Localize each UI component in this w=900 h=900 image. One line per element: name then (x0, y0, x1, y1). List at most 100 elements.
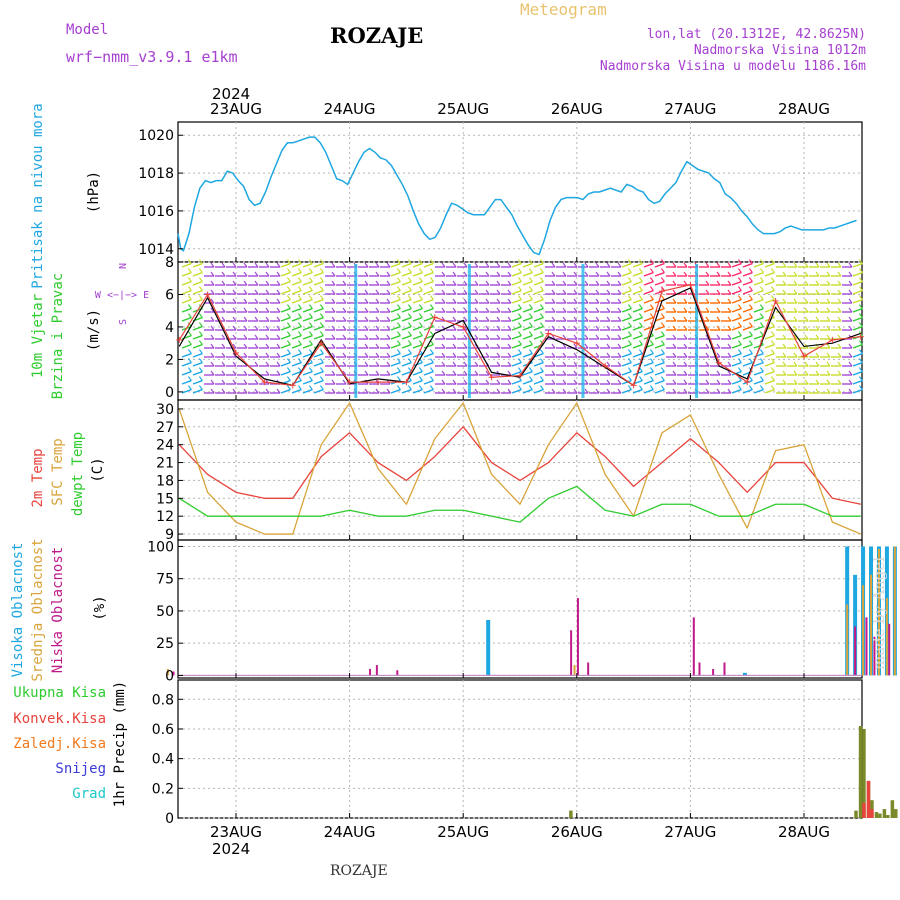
wind-barb (412, 280, 423, 286)
wind-barb-flag (342, 361, 347, 367)
wind-barb (522, 307, 533, 313)
wind-barb-flag (858, 304, 863, 309)
precip-bar (870, 809, 874, 818)
wind-barb-flag (396, 259, 401, 264)
wind-barb-flag (198, 340, 203, 345)
wind-barb-flag (364, 388, 369, 394)
wind-barb-flag (386, 370, 391, 376)
wind-barb-flag (837, 334, 842, 340)
wind-barb-flag (496, 298, 501, 304)
cloud-bar (885, 598, 888, 676)
wind-barb-flag (595, 370, 600, 376)
wind-barb-flag (375, 271, 380, 277)
wind-barb-flag (474, 352, 479, 358)
wind-barb-flag (638, 259, 643, 264)
wind-barb-flag (826, 343, 831, 349)
wind-barb-flag (826, 379, 831, 385)
wind-barb-flag (727, 298, 732, 304)
wind-barb-flag (418, 331, 423, 336)
wind-barb (390, 271, 401, 277)
wind-barb (632, 388, 643, 394)
wind-barb-flag (562, 262, 567, 268)
wind-barb (412, 316, 423, 322)
wind-barb-flag (804, 289, 809, 295)
wind-barb-flag (804, 379, 809, 385)
wind-barb-flag (308, 376, 313, 381)
wind-barb-flag (265, 280, 270, 286)
wind-barb-flag (584, 388, 589, 394)
wind-barb-flag (375, 307, 380, 313)
wind-barb-flag (837, 379, 842, 385)
wind-barb (753, 361, 764, 367)
wind-barb-flag (265, 334, 270, 340)
wind-barb-flag (187, 385, 192, 390)
wind-barb-flag (539, 268, 544, 273)
wind-barb-flag (595, 379, 600, 385)
wind-barb-flag (573, 370, 578, 376)
wind-barb-flag (407, 349, 412, 354)
wind-barb-flag (606, 280, 611, 286)
wind-barb (511, 379, 522, 385)
wind-barb (731, 316, 742, 322)
wind-barb-flag (562, 280, 567, 286)
y-tick-label: 4 (165, 320, 174, 336)
model-altitude-label: Nadmorska Visina u modelu 1186.16m (600, 59, 866, 74)
wind-barb-flag (386, 298, 391, 304)
wind-barb-flag (429, 331, 434, 336)
wind-barb-flag (452, 307, 457, 313)
wind-barb-flag (627, 349, 632, 354)
wind-barb (753, 343, 764, 349)
y-tick-label: 27 (156, 420, 174, 436)
wind-barb (621, 271, 632, 277)
wind-barb-flag (705, 325, 710, 331)
wind-barb-flag (286, 268, 291, 273)
wind-barb-flag (297, 304, 302, 309)
wind-barb-flag (276, 343, 281, 349)
wind-barb-flag (407, 304, 412, 309)
wind-barb-flag (386, 361, 391, 367)
wind-barb (753, 307, 764, 313)
wind-barb-flag (727, 325, 732, 331)
wind-barb-flag (496, 271, 501, 277)
x-tick-label-bottom: 28AUG (778, 823, 830, 841)
wind-barb-flag (243, 307, 248, 313)
wind-barb (181, 298, 192, 304)
wind-barb-flag (837, 307, 842, 313)
wind-barb-flag (474, 271, 479, 277)
wind-barb-flag (573, 352, 578, 358)
wind-barb-flag (539, 376, 544, 381)
wind-barb (401, 343, 412, 349)
wind-barb (533, 262, 544, 268)
wind-barb-flag (705, 343, 710, 349)
cloud-high-label: Visoka Oblacnost (10, 543, 26, 678)
wind-barb-flag (759, 385, 764, 390)
cloud-bar (873, 636, 876, 676)
wind-barb-flag (198, 376, 203, 381)
wind-barb-flag (418, 385, 423, 390)
wind-barb (643, 289, 654, 295)
wind-barb-flag (770, 259, 775, 264)
wind-barb-flag (606, 343, 611, 349)
wind-barb-flag (617, 343, 622, 349)
wind-barb-flag (627, 304, 632, 309)
x-tick-label-bottom: 23AUG (210, 823, 262, 841)
wind-barb-flag (243, 289, 248, 295)
wind-barb (302, 343, 313, 349)
wind-barb (764, 370, 775, 376)
wind-barb-flag (276, 271, 281, 277)
wind-barb-flag (770, 376, 775, 381)
wind-barb-flag (551, 352, 556, 358)
wind-barb-flag (562, 343, 567, 349)
wind-barb-flag (617, 298, 622, 304)
wind-barb-flag (407, 322, 412, 327)
wind-barb-flag (770, 322, 775, 327)
wind-barb (313, 307, 324, 313)
y-tick-label: 0.6 (152, 722, 174, 738)
wind-barb-flag (793, 334, 798, 340)
wind-barb-field (181, 259, 863, 398)
wind-barb-flag (221, 289, 226, 295)
wind-barb-flag (474, 370, 479, 376)
wind-barb (423, 388, 434, 394)
wind-barb-flag (463, 388, 468, 394)
wind-barb-flag (551, 280, 556, 286)
